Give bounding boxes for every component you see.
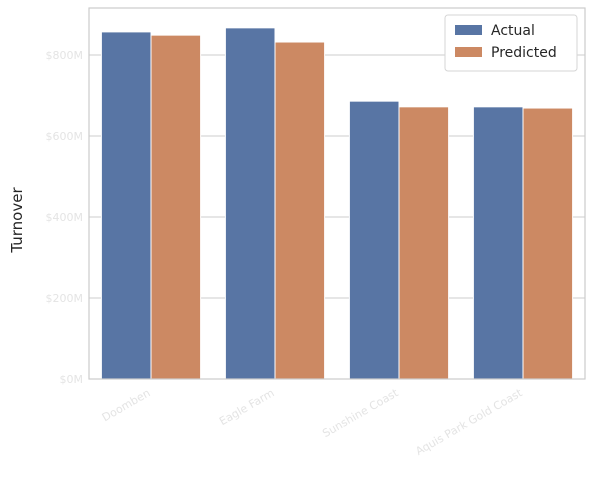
x-tick-label: Sunshine Coast — [320, 386, 401, 440]
y-tick-label: $0M — [60, 373, 84, 386]
y-tick-label: $400M — [46, 211, 84, 224]
legend-swatch — [455, 25, 482, 35]
bar — [224, 27, 276, 380]
y-axis-label: Turnover — [8, 187, 26, 254]
bar — [100, 31, 152, 380]
x-tick-label: Eagle Farm — [217, 386, 276, 428]
bar — [348, 100, 400, 380]
legend-label: Predicted — [491, 45, 557, 61]
y-tick-label: $800M — [46, 49, 84, 62]
bar — [522, 107, 574, 380]
legend: Actual Predicted — [444, 14, 578, 72]
bar — [472, 106, 524, 380]
bar — [150, 34, 202, 380]
y-tick-label: $600M — [46, 130, 84, 143]
bar — [274, 41, 326, 380]
x-tick-label: Aquis Park Gold Coast — [413, 386, 525, 458]
bar — [398, 106, 450, 380]
x-tick-label: Doomben — [100, 386, 153, 424]
legend-swatch — [455, 47, 482, 57]
plot-frame — [88, 7, 586, 380]
y-tick-label: $200M — [46, 292, 84, 305]
legend-label: Actual — [491, 23, 535, 39]
